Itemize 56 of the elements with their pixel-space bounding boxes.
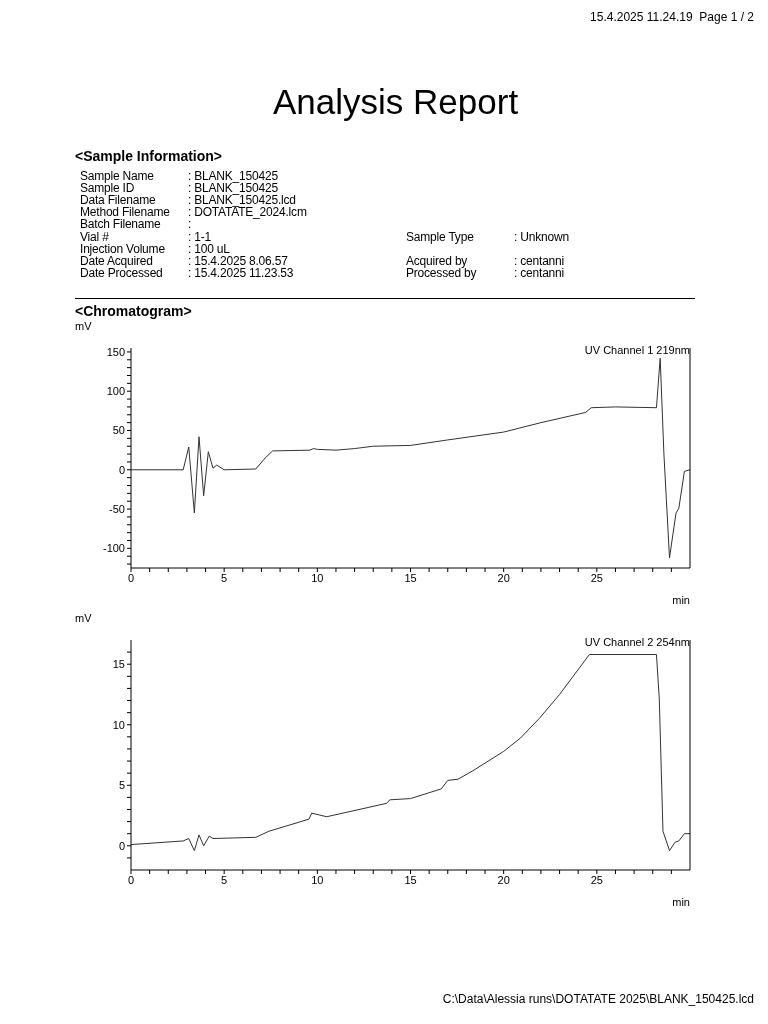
- x-tick-label: 15: [404, 873, 417, 886]
- y-tick-label: 150: [106, 345, 125, 358]
- text: : Unknown: [514, 229, 569, 244]
- text: : 100 uL: [188, 241, 230, 256]
- text: Sample Type: [406, 229, 474, 244]
- x-tick-label: 20: [497, 571, 510, 584]
- x-tick-label: 25: [590, 873, 603, 886]
- y-tick-label: 100: [106, 385, 125, 398]
- text: Batch Filename: [80, 217, 161, 232]
- text: : 15.4.2025 8.06.57: [188, 253, 288, 268]
- text: Sample ID: [80, 181, 135, 196]
- y-tick-label: 50: [112, 424, 125, 437]
- text: 15.4.2025 11.24.19 Page 1 / 2: [590, 10, 754, 24]
- y-tick-label: 0: [118, 463, 125, 476]
- text: : 15.4.2025 11.23.53: [188, 265, 294, 280]
- y-tick-label: -100: [102, 542, 125, 555]
- text: : centanni: [514, 265, 565, 280]
- line-series: [131, 357, 690, 559]
- text: Data Filename: [80, 193, 156, 208]
- text: Injection Volume: [80, 241, 165, 256]
- y-tick-label: 0: [118, 839, 125, 852]
- text: : BLANK_150425: [188, 169, 278, 183]
- x-axis-title: min: [672, 594, 690, 606]
- x-tick-label: 5: [221, 571, 228, 584]
- text: Sample Name: [80, 169, 154, 183]
- text: Acquired by: [406, 253, 468, 268]
- y-tick-label: -50: [109, 502, 125, 515]
- text: : BLANK_150425.lcd: [188, 193, 296, 208]
- text: :: [188, 217, 192, 232]
- text: <Sample Information>: [75, 148, 223, 164]
- text: <Chromatogram>: [75, 303, 192, 319]
- x-tick-label: 5: [221, 873, 228, 886]
- y-axis-title: mV: [75, 612, 92, 624]
- line-series: [131, 654, 690, 852]
- text: : 1-1: [188, 229, 212, 244]
- x-tick-label: 25: [590, 571, 603, 584]
- x-tick-label: 10: [311, 873, 324, 886]
- text: Method Filename: [80, 205, 170, 220]
- text: C:\Data\Alessia runs\DOTATATE 2025\BLANK_150425.lcd: [442, 992, 754, 1006]
- chart-title: UV Channel 1 219nm: [584, 344, 690, 356]
- text: : DOTATATE_2024.lcm: [188, 205, 307, 220]
- chart-title: UV Channel 2 254nm: [584, 636, 690, 648]
- text: Vial #: [80, 229, 109, 244]
- y-axis-title: mV: [75, 320, 92, 332]
- x-tick-label: 0: [127, 873, 135, 886]
- x-tick-label: 10: [311, 571, 324, 584]
- y-tick-label: 5: [118, 779, 125, 792]
- x-tick-label: 20: [497, 873, 510, 886]
- text: Analysis Report: [273, 82, 519, 122]
- text: : BLANK_150425: [188, 181, 278, 196]
- x-tick-label: 0: [127, 571, 135, 584]
- x-tick-label: 15: [404, 571, 417, 584]
- y-tick-label: 15: [112, 658, 125, 671]
- text: : centanni: [514, 253, 565, 268]
- x-axis-title: min: [672, 896, 690, 908]
- y-tick-label: 10: [112, 718, 125, 731]
